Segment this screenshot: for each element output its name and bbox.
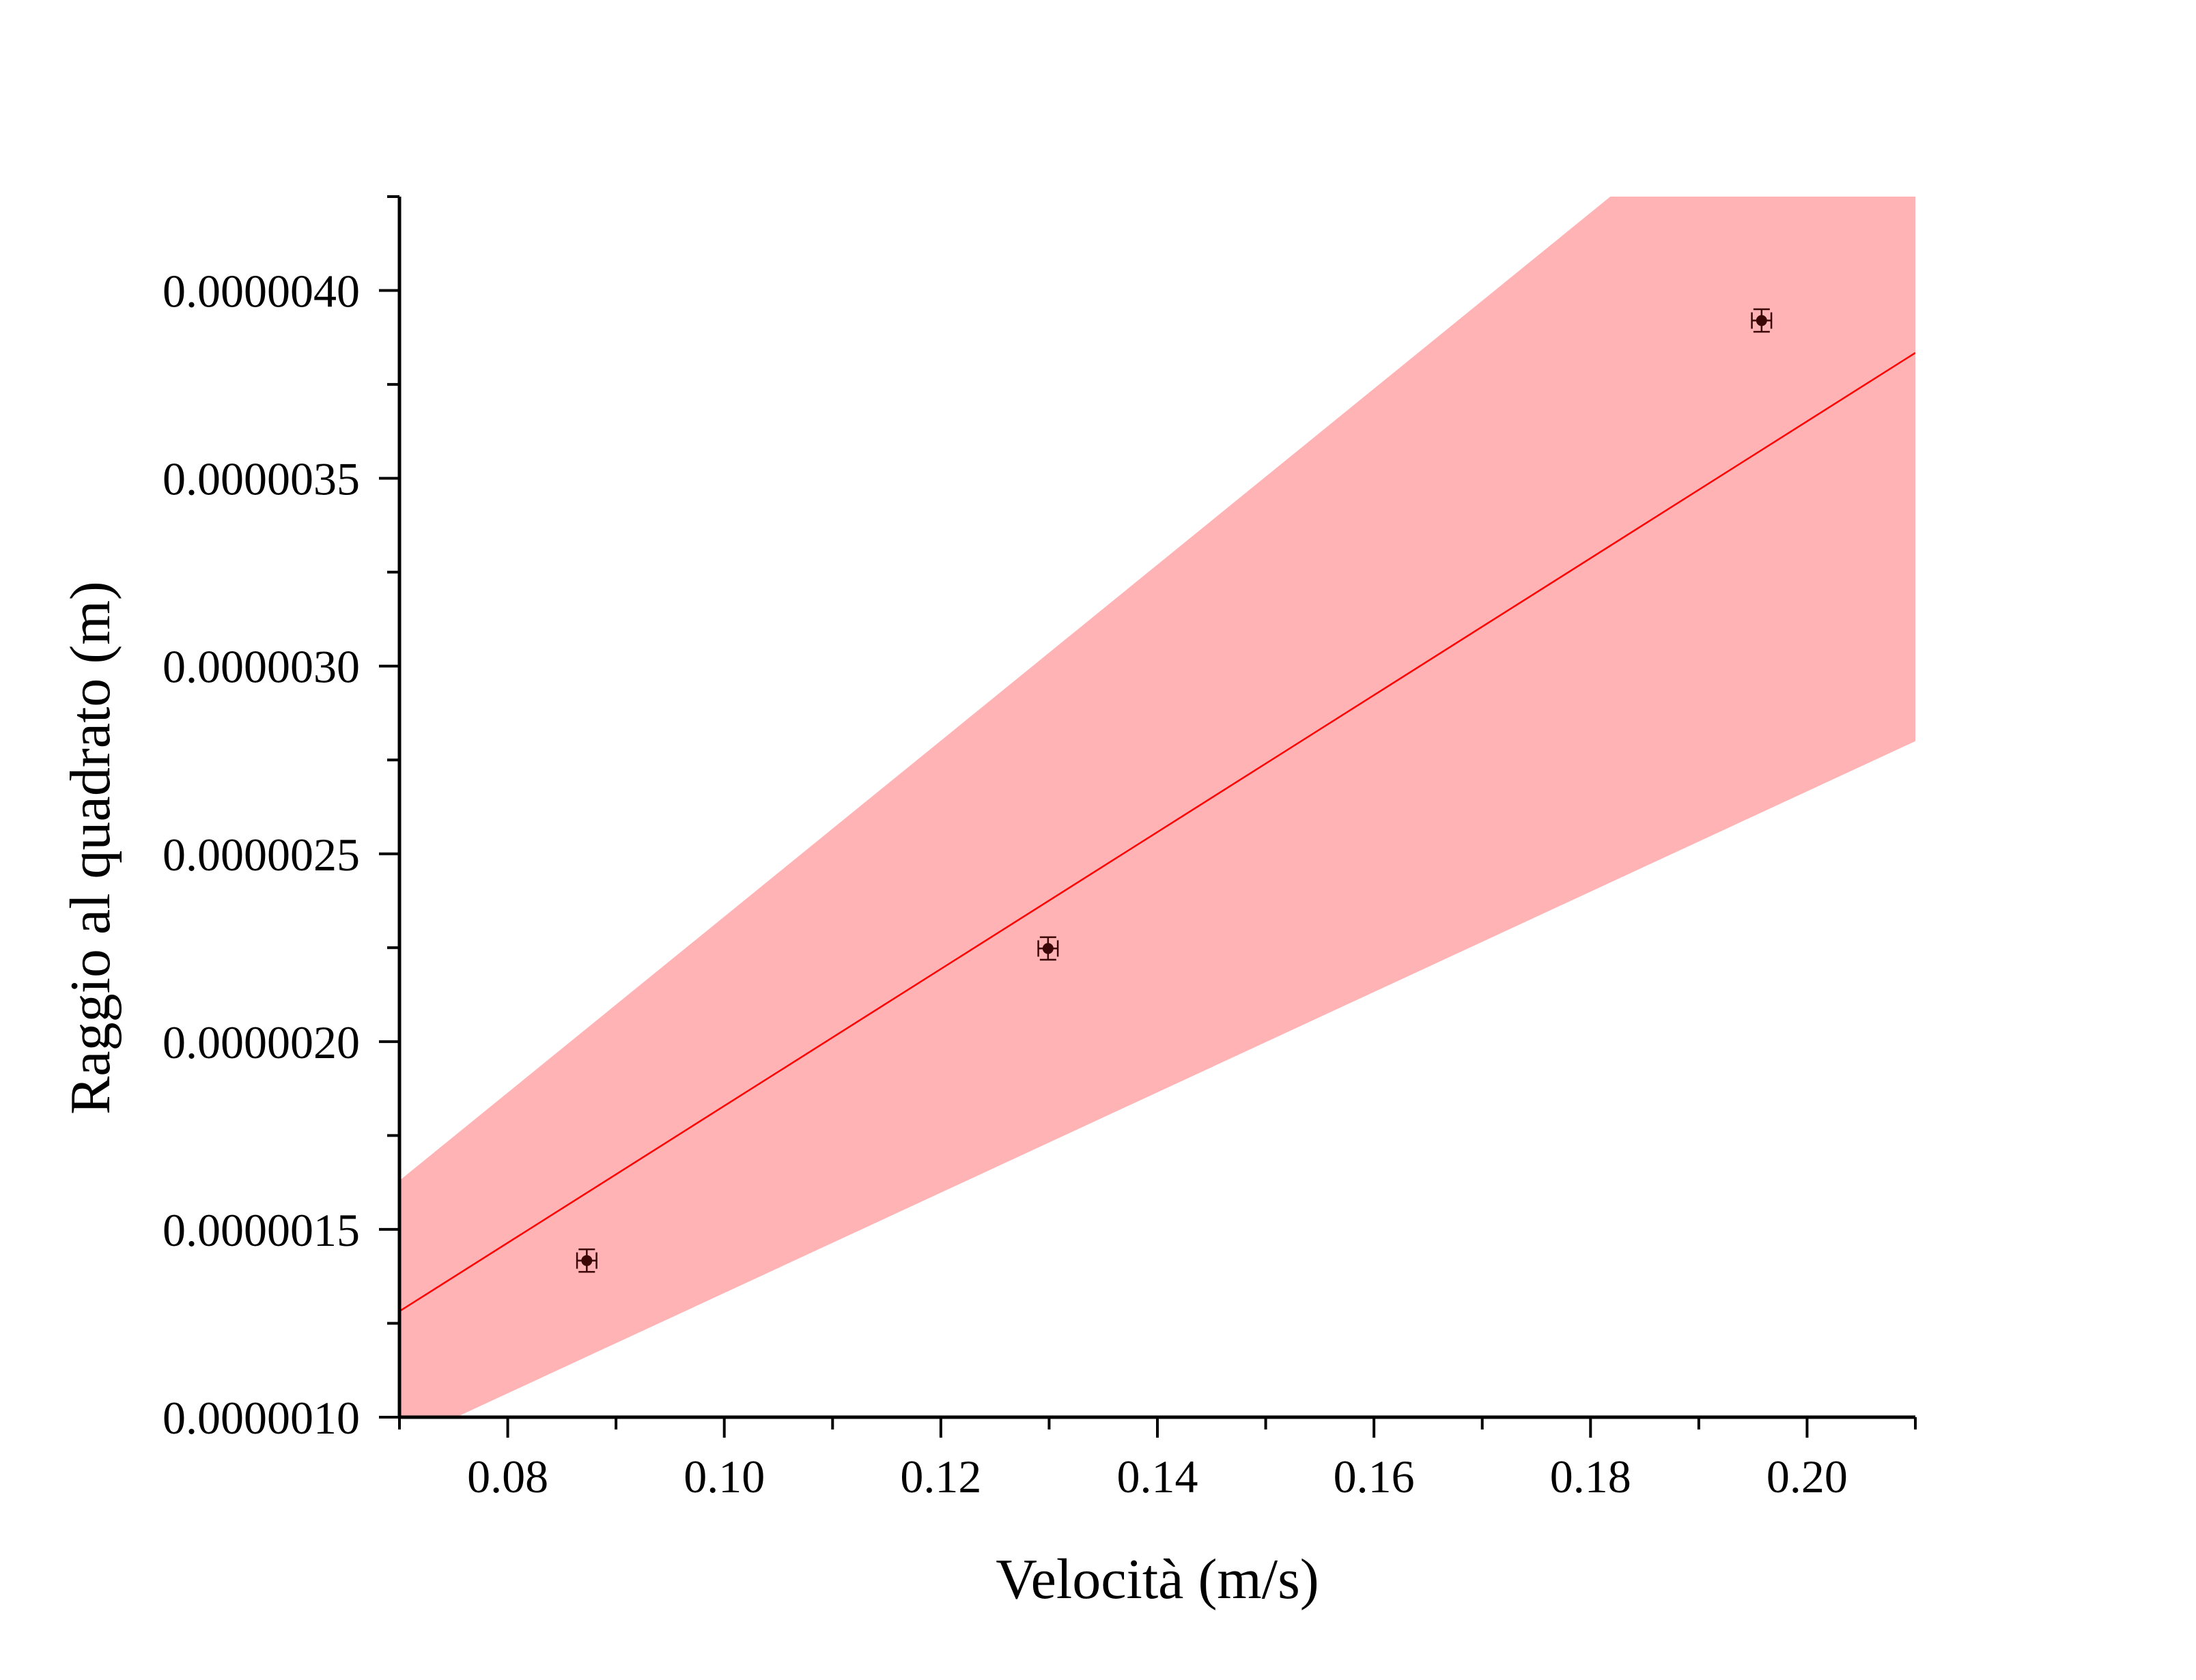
x-tick-label: 0.20 [1766,1451,1848,1503]
point-marker [1756,315,1767,326]
x-axis-title: Velocità (m/s) [996,1548,1319,1611]
data-point-2 [1037,936,1059,961]
y-tick-label: 0.0000025 [163,829,360,881]
y-tick-label: 0.0000040 [163,266,360,317]
y-tick-label: 0.0000010 [163,1392,360,1444]
x-tick-label: 0.08 [467,1451,548,1503]
point-marker [1042,943,1054,954]
axes-layer [379,195,1917,1438]
y-tick-label: 0.0000030 [163,641,360,693]
y-axis-title: Raggio al quadrato (m) [59,581,122,1114]
fit-line [399,352,1915,1312]
x-tick-label: 0.18 [1550,1451,1631,1503]
data-point-1 [576,1248,597,1273]
y-tick-label: 0.0000035 [163,453,360,505]
x-tick-label: 0.12 [900,1451,981,1503]
confidence-band [399,197,1915,1417]
y-tick-label: 0.0000015 [163,1204,360,1256]
x-tick-label: 0.10 [684,1451,765,1503]
y-tick-label: 0.0000020 [163,1016,360,1068]
data-point-3 [1751,308,1773,333]
labels-layer: 0.08 0.10 0.12 0.14 0.16 0.18 0.20 0.0000010 0.0… [59,266,1848,1611]
points-layer [576,308,1773,1273]
band-layer [399,197,1915,1417]
fit-layer [399,352,1915,1312]
point-marker [581,1255,593,1266]
x-tick-label: 0.16 [1334,1451,1415,1503]
x-tick-label: 0.14 [1117,1451,1198,1503]
